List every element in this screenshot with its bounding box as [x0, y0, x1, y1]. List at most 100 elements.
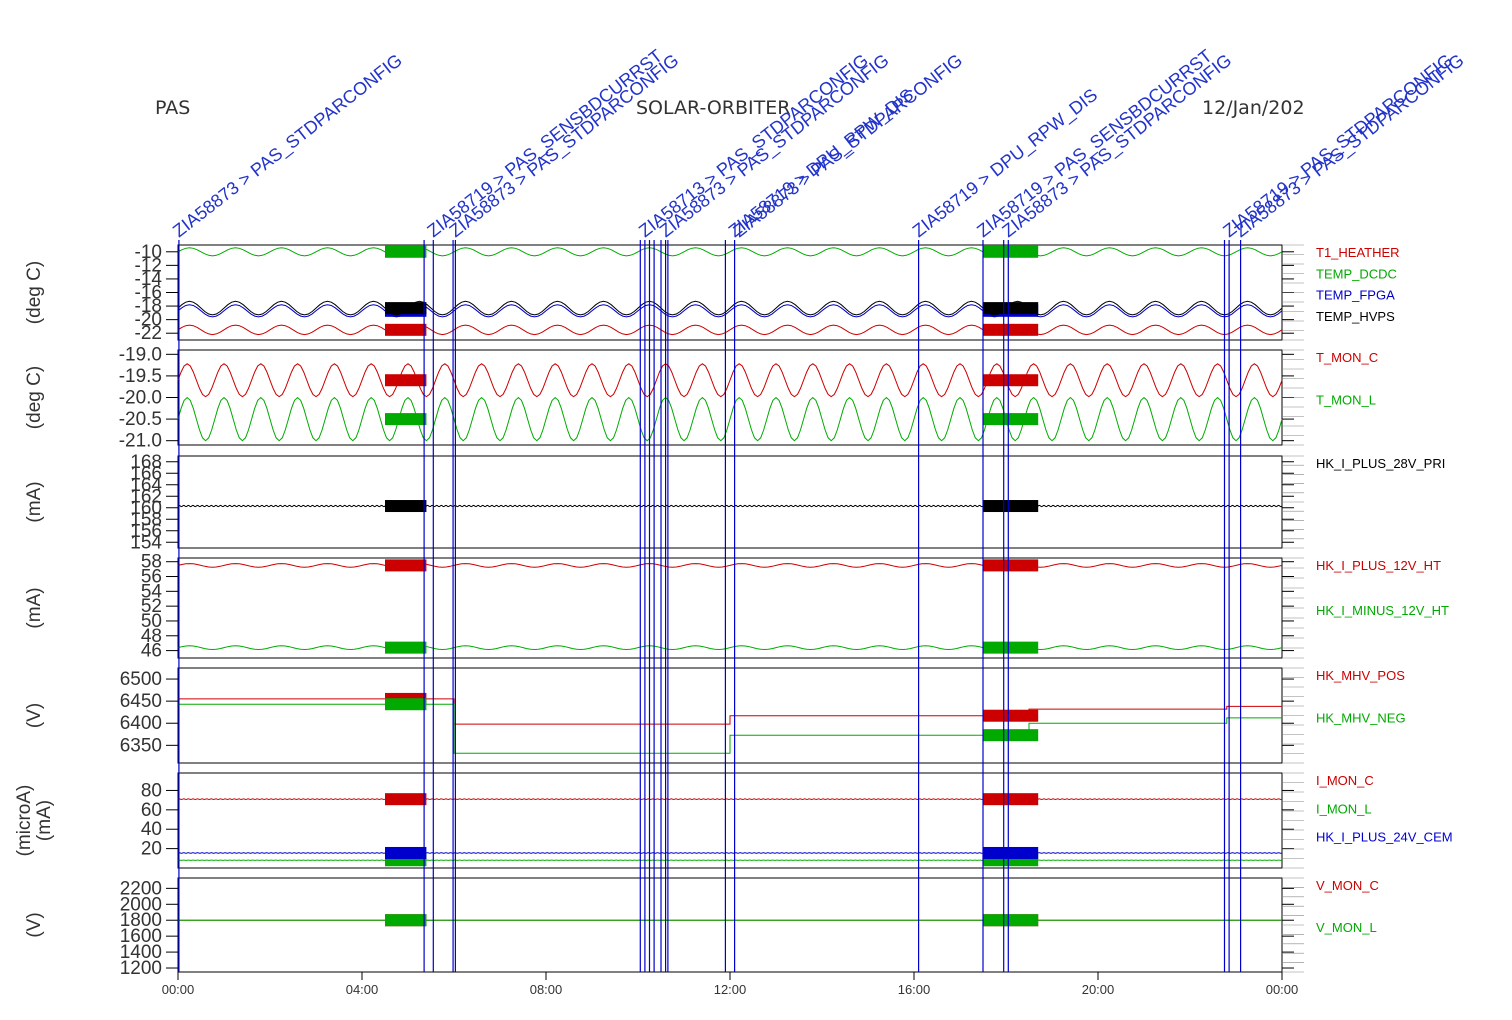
y-tick-label: 166	[130, 463, 162, 484]
data-block	[983, 302, 1039, 315]
x-tick-label: 00:00	[162, 982, 195, 997]
data-block	[385, 641, 427, 654]
y-tick-label: 154	[130, 532, 162, 553]
panel-frame	[177, 349, 1283, 446]
panel-frame	[177, 877, 1283, 973]
legend-label: T1_HEATHER	[1316, 245, 1400, 260]
legend-label: TEMP_DCDC	[1316, 266, 1397, 281]
y-tick-label: -20.5	[119, 409, 162, 430]
y-tick-label: 46	[141, 641, 162, 662]
y-tick-label: -16	[135, 283, 162, 304]
series-line-t_mon_c	[177, 363, 1283, 398]
data-block	[385, 413, 427, 426]
series-line-hk_i_plus_28v_pri	[177, 504, 1283, 508]
y-tick-label: 54	[141, 581, 163, 602]
event-label: ZIA58873 > PAS_STDPARCONFIG	[1231, 50, 1468, 242]
legend-label: HK_I_PLUS_28V_PRI	[1316, 456, 1445, 471]
data-block	[983, 641, 1039, 654]
data-block	[385, 245, 427, 258]
series-line-hk_i_plus_12v_ht	[177, 563, 1283, 568]
y-tick-label: -20	[135, 310, 162, 331]
x-tick-label: 08:00	[530, 982, 563, 997]
y-tick-label: 158	[130, 509, 162, 530]
series-line-hk_mhv_neg	[178, 703, 1282, 754]
y-tick-label: 6350	[120, 735, 162, 756]
y-tick-label: 6450	[120, 691, 162, 712]
y-tick-label: 56	[141, 567, 162, 588]
y-tick-label: 1400	[120, 942, 162, 963]
x-tick-label: 00:00	[1266, 982, 1299, 997]
data-block	[385, 793, 427, 806]
data-block	[983, 729, 1039, 742]
y-tick-label: -10	[135, 242, 162, 263]
legend-label: V_MON_L	[1316, 920, 1377, 935]
x-tick-label: 04:00	[346, 982, 379, 997]
y-tick-label: -21.0	[119, 431, 162, 452]
data-block	[983, 245, 1039, 258]
legend-label: HK_MHV_NEG	[1316, 711, 1406, 726]
y-axis-label: (mA)	[24, 587, 45, 628]
y-axis-label: (V)	[24, 703, 45, 728]
y-axis-label: (deg C)	[24, 261, 45, 324]
y-tick-label: 1600	[120, 926, 162, 947]
legend-label: TEMP_FPGA	[1316, 288, 1395, 303]
y-tick-label: 164	[130, 475, 162, 496]
data-block	[983, 413, 1039, 426]
data-block	[385, 559, 427, 572]
event-label: ZIA58719 > PAS_SENSBDCURRST	[423, 45, 666, 241]
mission-label: SOLAR-ORBITER	[636, 97, 791, 119]
legend-label: T_MON_L	[1316, 393, 1376, 408]
y-axis-label: (deg C)	[24, 366, 45, 429]
panel-frame	[177, 244, 1283, 341]
legend-label: HK_I_PLUS_12V_HT	[1316, 558, 1441, 573]
y-tick-label: 1200	[120, 958, 162, 979]
legend-label: TEMP_HVPS	[1316, 309, 1395, 324]
data-block	[983, 846, 1039, 859]
y-tick-label: 50	[141, 611, 162, 632]
series-line-t_mon_l	[177, 396, 1283, 442]
y-axis-label: (microA)	[14, 785, 35, 857]
y-tick-label: -19.0	[119, 344, 162, 365]
event-label: ZIA58719 > PAS_SENSBDCURRST	[973, 45, 1216, 241]
data-block	[983, 559, 1039, 572]
series-line-hk_mhv_pos	[178, 698, 1282, 725]
data-block	[385, 698, 427, 711]
y-tick-label: -14	[135, 269, 163, 290]
data-block	[385, 302, 427, 315]
y-tick-label: 40	[141, 819, 162, 840]
y-axis-label: (mA)	[34, 800, 55, 841]
y-tick-label: 156	[130, 521, 162, 542]
data-block	[983, 709, 1039, 722]
x-tick-label: 12:00	[714, 982, 747, 997]
x-tick-label: 20:00	[1082, 982, 1115, 997]
legend-label: V_MON_C	[1316, 878, 1379, 893]
data-block	[983, 914, 1039, 927]
series-line-temp_hvps	[177, 300, 1283, 316]
legend-label: I_MON_C	[1316, 773, 1374, 788]
y-tick-label: 80	[141, 780, 162, 801]
y-tick-label: -12	[135, 255, 162, 276]
date-label: 12/Jan/202	[1202, 97, 1305, 119]
y-axis-label: (mA)	[24, 481, 45, 522]
y-tick-label: 2000	[120, 894, 162, 915]
y-tick-label: 1800	[120, 910, 162, 931]
y-tick-label: -20.0	[119, 388, 162, 409]
data-block	[385, 323, 427, 336]
data-block	[983, 374, 1039, 387]
y-tick-label: 168	[130, 452, 162, 473]
legend-label: HK_I_PLUS_24V_CEM	[1316, 830, 1453, 845]
y-tick-label: 58	[141, 552, 162, 573]
data-block	[385, 500, 427, 513]
instrument-label: PAS	[155, 97, 191, 119]
series-line-hk_i_minus_12v_ht	[177, 645, 1283, 651]
panel-frame	[177, 772, 1283, 869]
y-tick-label: 60	[141, 800, 162, 821]
y-tick-label: 6500	[120, 669, 162, 690]
y-tick-label: -22	[135, 323, 162, 344]
event-label: ZIA58873 > PAS_STDPARCONFIG	[169, 50, 406, 242]
data-block	[983, 500, 1039, 513]
event-label: ZIA58873 > PAS_STDPARCONFIG	[446, 50, 683, 242]
series-line-i_mon_c	[177, 798, 1283, 801]
data-block	[983, 323, 1039, 336]
